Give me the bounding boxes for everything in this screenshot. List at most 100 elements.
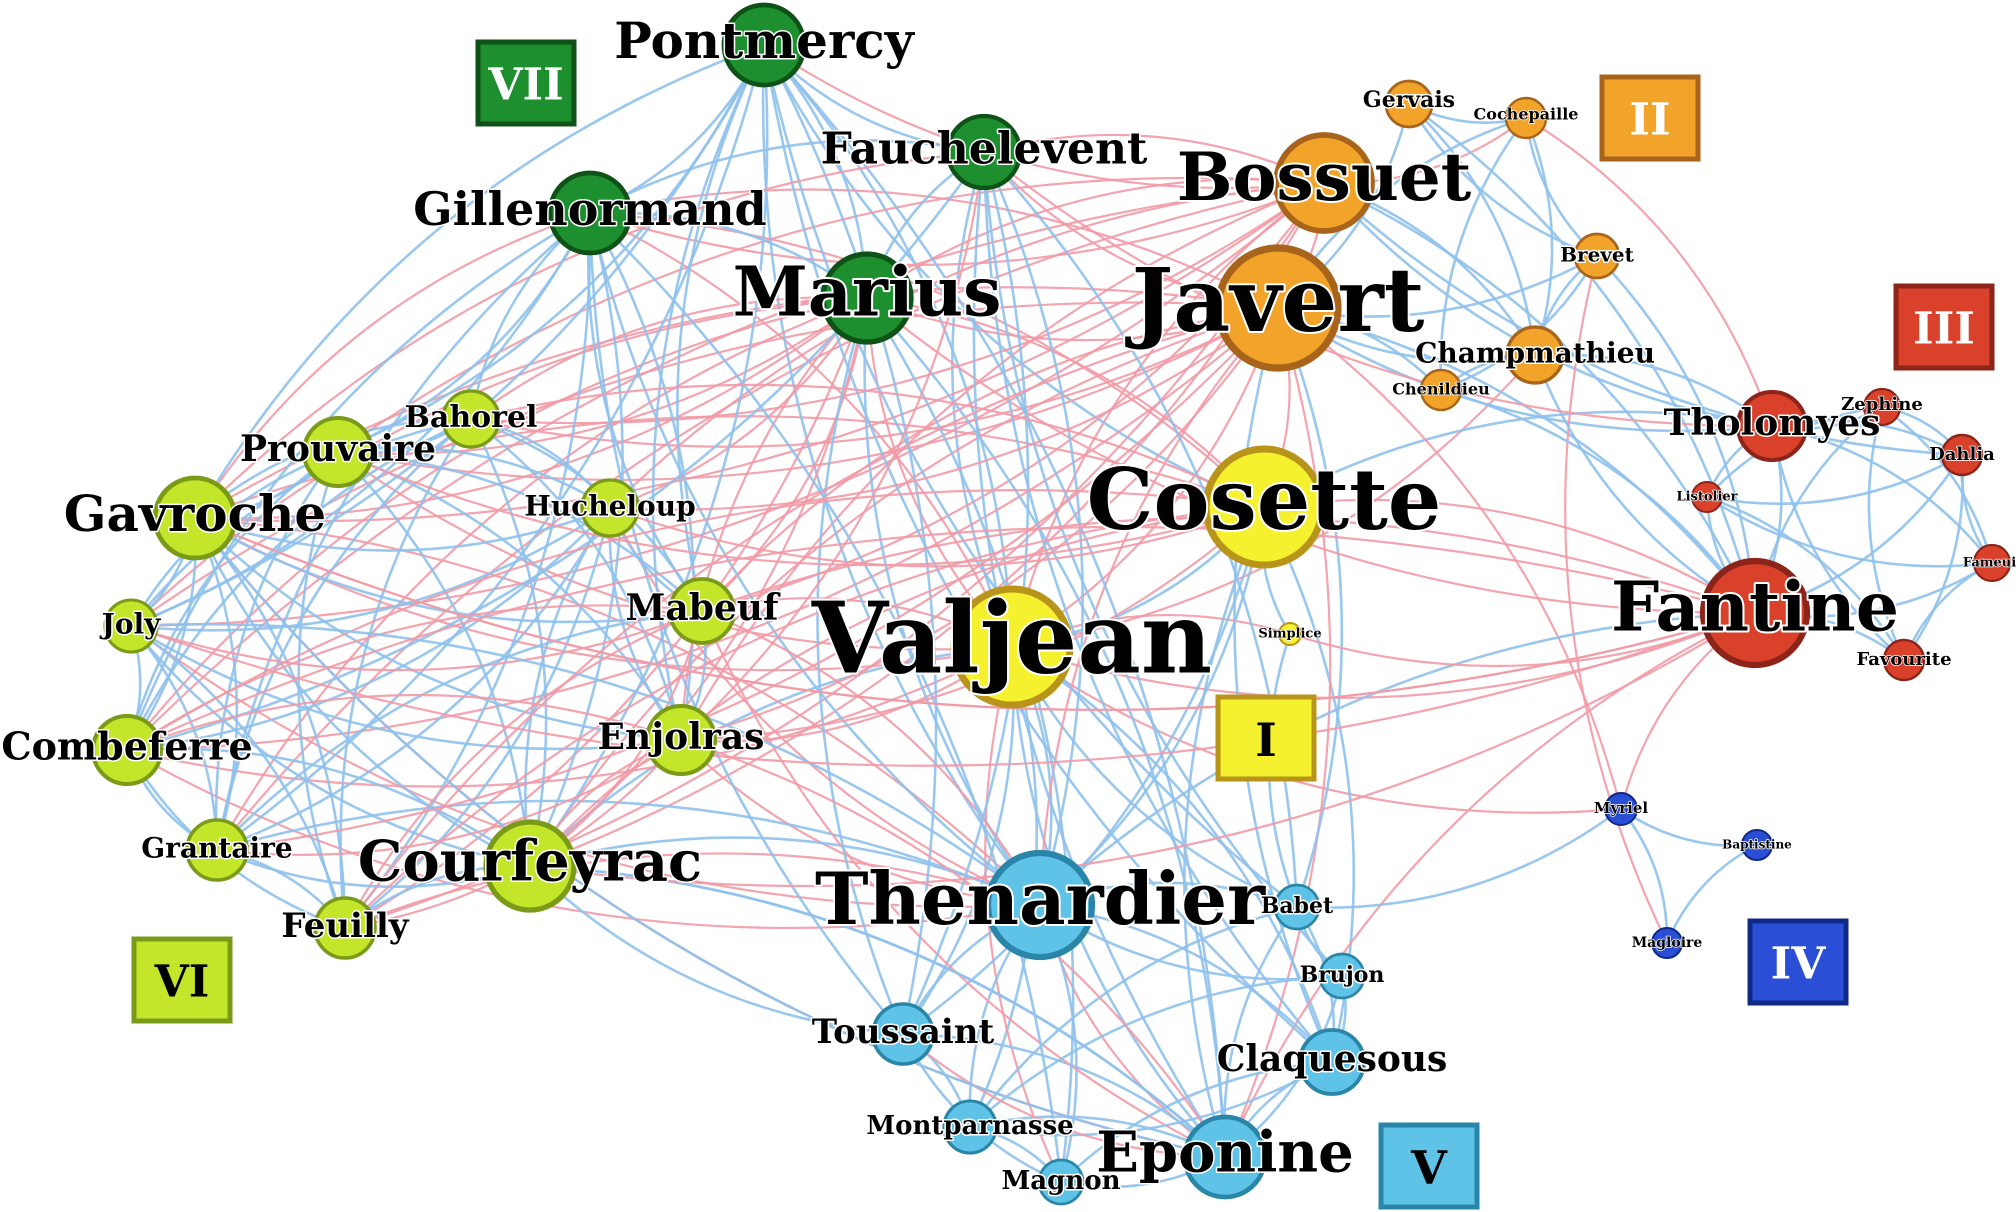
group-box-label-VII: VII bbox=[487, 60, 563, 111]
edge-hucheloup-javert bbox=[609, 307, 1279, 511]
node-label-cochepaille: Cochepaille bbox=[1474, 105, 1579, 124]
edge-marius-feuilly bbox=[344, 297, 869, 929]
node-zephine[interactable] bbox=[1862, 387, 1902, 427]
edge-javert-eponine bbox=[1223, 307, 1332, 1158]
edge-eponine-pontmercy bbox=[763, 44, 1227, 1158]
node-label-favourite: Favourite bbox=[1856, 649, 1951, 670]
edge-hucheloup-joly bbox=[130, 506, 611, 632]
edge-bossuet-grantaire bbox=[216, 181, 1325, 851]
edge-marius-bahorel bbox=[470, 296, 868, 420]
edge-bossuet-hucheloup bbox=[609, 181, 1325, 509]
node-baptistine[interactable] bbox=[1741, 829, 1773, 861]
node-eponine[interactable] bbox=[1182, 1114, 1268, 1200]
node-thenardier[interactable] bbox=[984, 849, 1096, 961]
node-feuilly[interactable] bbox=[313, 896, 377, 960]
node-babet[interactable] bbox=[1273, 883, 1321, 931]
node-label-pontmercy: Pontmercy bbox=[614, 11, 916, 70]
node-favourite[interactable] bbox=[1882, 638, 1926, 682]
node-label-javert: Javert bbox=[1125, 248, 1425, 352]
node-brujon[interactable] bbox=[1318, 952, 1366, 1000]
edge-gavroche-fantine bbox=[194, 516, 1756, 712]
edge-brujon-montparnasse bbox=[969, 974, 1343, 1128]
node-toussaint[interactable] bbox=[871, 1002, 935, 1066]
edge-claquesous-magnon bbox=[1060, 1060, 1333, 1183]
edge-gavroche-mabeuf bbox=[194, 516, 703, 624]
node-label-fauchelevent: Fauchelevent bbox=[821, 124, 1148, 175]
node-label-myriel: Myriel bbox=[1594, 799, 1648, 817]
edge-fantine-thenardier bbox=[1039, 611, 1756, 906]
edge-mabeuf-grantaire bbox=[216, 609, 703, 851]
node-label-valjean: Valjean bbox=[811, 581, 1212, 696]
edge-combeferre-fantine bbox=[126, 525, 1756, 752]
node-listolier[interactable] bbox=[1691, 481, 1723, 513]
node-label-gillenormand: Gillenormand bbox=[413, 182, 766, 236]
edge-gervais-brevet bbox=[1407, 103, 1598, 258]
group-box-label-I: I bbox=[1255, 713, 1277, 767]
node-gillenormand[interactable] bbox=[547, 170, 633, 256]
group-box-label-II: II bbox=[1629, 95, 1670, 146]
node-cochepaille[interactable] bbox=[1504, 96, 1548, 140]
node-valjean[interactable] bbox=[950, 585, 1074, 709]
node-claquesous[interactable] bbox=[1298, 1028, 1366, 1096]
edge-cochepaille-chenildieu bbox=[1439, 117, 1528, 391]
edge-gervais-fantine bbox=[1408, 102, 1757, 614]
node-javert[interactable] bbox=[1214, 244, 1342, 372]
node-prouvaire[interactable] bbox=[301, 415, 375, 489]
node-fantine[interactable] bbox=[1699, 557, 1811, 669]
node-magloire[interactable] bbox=[1651, 927, 1683, 959]
node-label-zephine: Zephine bbox=[1841, 394, 1923, 415]
node-myriel[interactable] bbox=[1604, 792, 1638, 826]
node-cosette[interactable] bbox=[1202, 445, 1326, 569]
node-magnon[interactable] bbox=[1037, 1158, 1085, 1206]
node-bahorel[interactable] bbox=[441, 389, 501, 449]
node-simplice[interactable] bbox=[1278, 622, 1302, 646]
node-label-bossuet: Bossuet bbox=[1177, 138, 1472, 216]
node-montparnasse[interactable] bbox=[942, 1099, 998, 1155]
node-gervais[interactable] bbox=[1384, 79, 1434, 129]
node-hucheloup[interactable] bbox=[580, 478, 640, 538]
node-enjolras[interactable] bbox=[644, 703, 718, 777]
node-champmathieu[interactable] bbox=[1505, 325, 1565, 385]
node-mabeuf[interactable] bbox=[668, 577, 736, 645]
node-gavroche[interactable] bbox=[152, 475, 238, 561]
node-marius[interactable] bbox=[820, 251, 914, 345]
edge-gillenormand-grantaire bbox=[215, 212, 591, 851]
edge-javert-enjolras bbox=[680, 307, 1279, 742]
edge-brevet-magloire bbox=[1564, 255, 1668, 944]
edge-bahorel-grantaire bbox=[215, 417, 472, 851]
edge-gavroche-eponine bbox=[193, 517, 1226, 1159]
node-label-grantaire: Grantaire bbox=[141, 832, 292, 865]
node-tholomyes[interactable] bbox=[1735, 389, 1809, 463]
edge-fauchelevent-enjolras bbox=[680, 151, 986, 741]
node-grantaire[interactable] bbox=[185, 818, 249, 882]
edge-pontmercy-courfeyrac bbox=[528, 44, 769, 867]
node-pontmercy[interactable] bbox=[721, 2, 807, 88]
node-fauchelevent[interactable] bbox=[945, 113, 1023, 191]
edge-gillenormand-toussaint bbox=[588, 212, 904, 1035]
edge-valjean-combeferre bbox=[126, 646, 1013, 788]
edge-marius-magnon bbox=[865, 297, 1075, 1183]
edge-prouvaire-hucheloup bbox=[337, 446, 611, 510]
node-dahlia[interactable] bbox=[1940, 433, 1984, 477]
node-chenildieu[interactable] bbox=[1419, 368, 1463, 412]
node-courfeyrac[interactable] bbox=[483, 819, 577, 913]
edge-javert-babet bbox=[1276, 307, 1344, 908]
edge-pontmercy-babet bbox=[762, 44, 1298, 909]
node-fameuil[interactable] bbox=[1972, 543, 2012, 583]
edge-hucheloup-combeferre bbox=[126, 507, 611, 752]
edge-courfeyrac-fantine bbox=[529, 612, 1756, 888]
edge-gillenormand-feuilly bbox=[343, 212, 592, 929]
edge-bahorel-combeferre bbox=[125, 417, 472, 751]
node-label-hucheloup: Hucheloup bbox=[524, 490, 695, 523]
edge-enjolras-eponine bbox=[680, 738, 1226, 1158]
node-label-fantine: Fantine bbox=[1611, 568, 1899, 648]
node-joly[interactable] bbox=[103, 598, 159, 654]
edge-grantaire-javert bbox=[216, 307, 1279, 852]
edge-eponine-mabeuf bbox=[700, 610, 1226, 1158]
group-box-VI bbox=[131, 936, 233, 1024]
node-bossuet[interactable] bbox=[1273, 132, 1375, 234]
node-combeferre[interactable] bbox=[90, 713, 164, 787]
edge-pontmercy-gavroche bbox=[193, 43, 765, 519]
node-brevet[interactable] bbox=[1573, 232, 1621, 280]
edge-myriel-magloire bbox=[1619, 808, 1669, 944]
